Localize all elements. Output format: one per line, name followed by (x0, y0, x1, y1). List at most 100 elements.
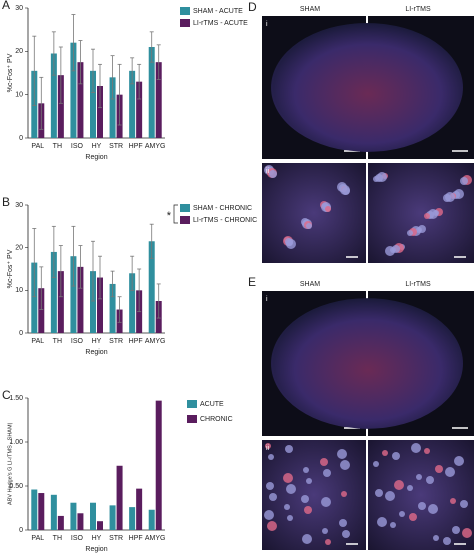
cell (375, 489, 383, 497)
cell (385, 246, 395, 256)
bar (155, 62, 162, 138)
significance-bracket (173, 204, 178, 224)
cell (424, 448, 430, 454)
cell (460, 500, 468, 508)
legend-label: CHRONIC (200, 416, 233, 423)
bar (90, 70, 96, 138)
error-bar (71, 14, 76, 72)
cell (266, 482, 274, 490)
y-tick-label: 20 (15, 48, 23, 55)
cell (392, 452, 400, 460)
cell (450, 498, 456, 504)
row-label: ii (266, 168, 270, 175)
bar (148, 47, 155, 138)
cell (304, 506, 312, 514)
bar (90, 271, 96, 333)
error-bar (71, 225, 76, 287)
legend-label: LI-rTMS - CHRONIC (193, 217, 257, 224)
error-bar (98, 63, 102, 109)
bar (38, 493, 45, 530)
error-bar (78, 40, 83, 85)
cell (407, 230, 413, 236)
cell (433, 535, 439, 541)
column-label: SHAM (300, 6, 320, 13)
cell (382, 450, 388, 456)
cell (385, 491, 395, 501)
x-tick-label: HPF (129, 535, 143, 542)
error-bar (130, 57, 135, 85)
x-tick-label: PAL (31, 143, 44, 150)
error-bar (58, 46, 63, 104)
x-tick-label: AMYG (145, 338, 166, 345)
cell (283, 473, 293, 483)
legend-label: LI-rTMS - ACUTE (193, 20, 248, 27)
y-tick-label: 30 (15, 5, 23, 12)
cell (264, 510, 274, 520)
y-tick-label: 0.50 (9, 483, 23, 490)
cell (286, 239, 296, 249)
bar (50, 494, 57, 530)
legend-swatch (180, 7, 190, 15)
bar (97, 521, 103, 530)
y-axis-label: %c-Fos⁺ PV (7, 249, 14, 288)
cell (339, 519, 347, 527)
cell (322, 528, 328, 534)
cell (265, 443, 271, 449)
y-tick-label: 10 (15, 92, 23, 99)
y-tick-label: 0 (19, 330, 23, 337)
annotation: * (167, 210, 172, 222)
x-tick-label: PAL (31, 338, 44, 345)
brain-section (273, 23, 463, 152)
error-bar (156, 283, 161, 319)
cell (416, 474, 422, 480)
cell (426, 476, 434, 484)
bar (50, 251, 57, 333)
cell (321, 497, 331, 507)
bar (50, 53, 57, 138)
bar (70, 502, 77, 530)
error-bar (51, 225, 56, 278)
error-bar (137, 268, 142, 313)
bar (77, 266, 84, 333)
brain-section (273, 298, 463, 429)
x-tick-label: HPF (129, 338, 143, 345)
y-tick-label: 0 (19, 527, 23, 534)
cell (445, 467, 455, 477)
bar (70, 42, 77, 138)
x-tick-label: TH (53, 338, 62, 345)
cell (337, 449, 347, 459)
cell (409, 513, 417, 521)
cell (377, 517, 387, 527)
panel-label: A (2, 0, 10, 12)
cell (342, 187, 350, 195)
y-axis-label: ABV Hedge's G LI-rTMS - SHAM| (7, 423, 13, 505)
cell (323, 469, 331, 477)
bar (155, 400, 162, 530)
bar (70, 256, 77, 333)
x-tick-label: TH (53, 143, 62, 150)
cell (418, 502, 426, 510)
legend-swatch (180, 19, 190, 27)
error-bar (149, 223, 154, 259)
bar (57, 271, 64, 333)
cell (325, 539, 331, 545)
cell (303, 467, 309, 473)
cell (407, 485, 413, 491)
row-label: i (266, 296, 268, 303)
x-tick-label: STR (109, 338, 123, 345)
bar (116, 465, 123, 530)
bar (57, 515, 64, 530)
x-axis-label: Region (85, 349, 107, 356)
cell (460, 177, 468, 185)
error-bar (117, 296, 122, 323)
bar (38, 288, 45, 333)
cell (284, 504, 290, 510)
error-bar (117, 63, 122, 126)
cell (454, 456, 464, 466)
bar (148, 241, 155, 333)
bar (129, 507, 136, 530)
error-bar (39, 76, 44, 130)
bar (136, 81, 143, 138)
bar (136, 488, 143, 530)
error-bar (137, 63, 142, 100)
